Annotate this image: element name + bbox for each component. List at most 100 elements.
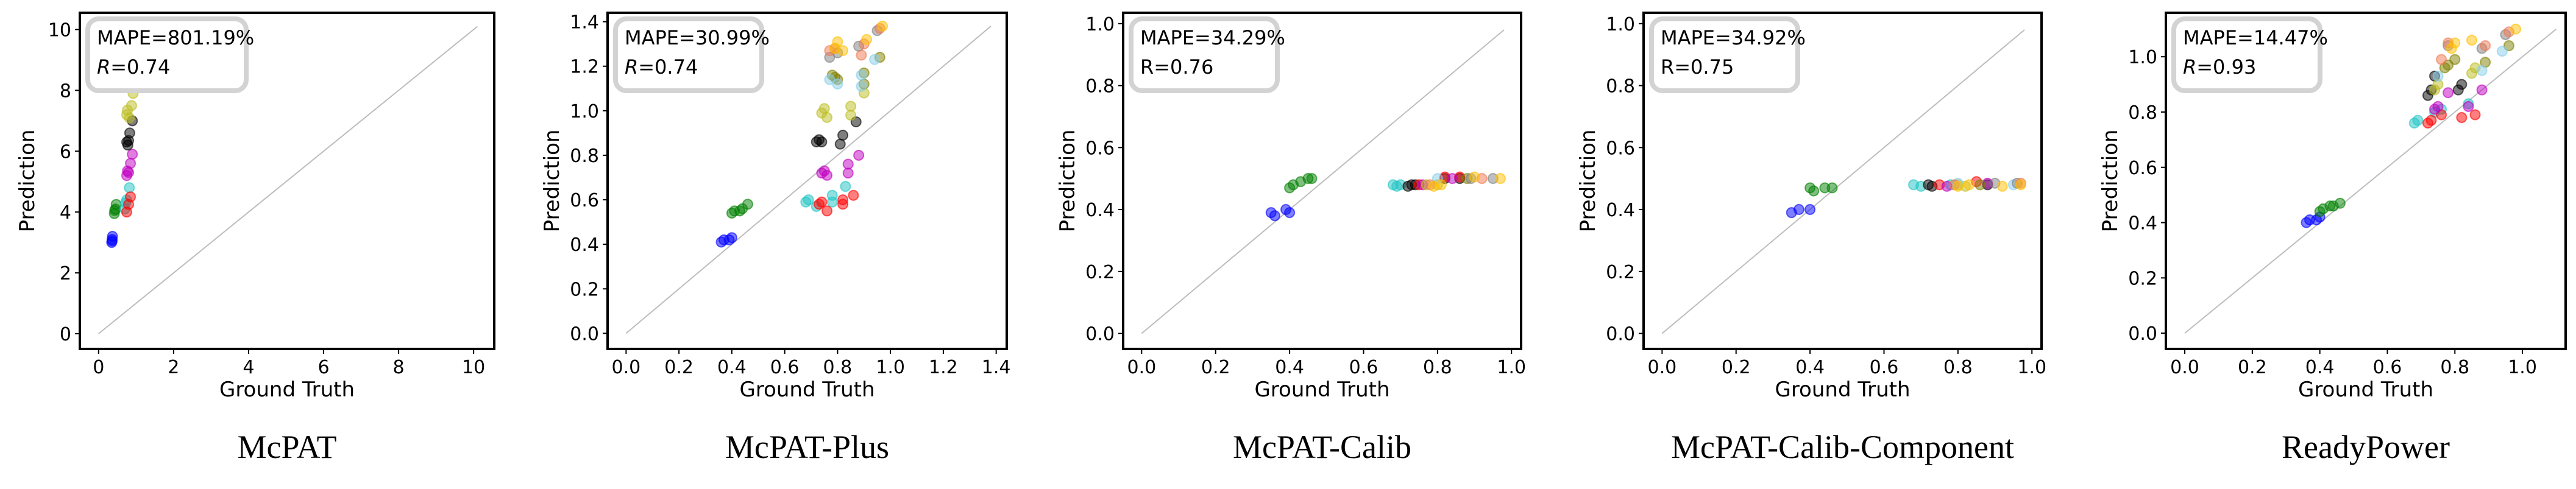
data-point (803, 194, 814, 206)
data-point (2510, 23, 2521, 35)
series-gold (2446, 23, 2521, 54)
series-red (121, 191, 137, 218)
data-point (2476, 65, 2488, 76)
data-point (1306, 173, 1318, 185)
y-tick-label: 0.6 (1085, 138, 1115, 159)
y-tick-label: 0.8 (2128, 102, 2157, 124)
data-point (1996, 180, 2008, 192)
x-tick-label: 0.8 (1943, 357, 1973, 378)
axes-frame (79, 12, 495, 350)
data-point (848, 189, 859, 201)
x-tick-label: 0.4 (2305, 357, 2335, 378)
data-point (837, 130, 849, 141)
x-tick-label: 2 (168, 357, 179, 378)
x-tick-label: 0.0 (1647, 357, 1677, 378)
x-tick-label: 0.4 (717, 357, 747, 378)
data-point (832, 78, 843, 90)
x-tick-label: 0.8 (2440, 357, 2469, 378)
data-point (861, 33, 873, 45)
identity-line (1141, 29, 1505, 334)
x-tick-label: 0.8 (1423, 357, 1452, 378)
series-blue (106, 231, 118, 248)
x-tick-label: 1.0 (2017, 357, 2046, 378)
data-point (877, 20, 889, 32)
x-tick-label: 0.2 (664, 357, 694, 378)
x-tick-label: 0.0 (612, 357, 641, 378)
data-point (124, 182, 135, 194)
subplot-title: McPAT-Calib (1233, 429, 1411, 465)
data-point (726, 232, 737, 244)
x-tick-label: 8 (393, 357, 405, 378)
axes-frame (1122, 12, 1522, 350)
subplot-title: McPAT-Plus (725, 429, 889, 465)
series-skyblue (2432, 46, 2508, 82)
r-value: =0.74 (638, 55, 698, 79)
data-point (1952, 180, 1964, 192)
r-value: =0.75 (1674, 55, 1734, 79)
data-point (1269, 210, 1280, 222)
x-tick-label: 0.4 (1795, 357, 1825, 378)
data-point (1826, 182, 1838, 194)
x-tick-label: 6 (318, 357, 329, 378)
r-value: =0.74 (110, 55, 170, 79)
y-tick-label: 0.0 (570, 323, 599, 345)
y-tick-label: 10 (48, 19, 71, 41)
r-value: =0.76 (1154, 55, 1213, 79)
data-point (2432, 100, 2444, 112)
series-cyan (800, 181, 851, 213)
data-point (2456, 112, 2468, 124)
data-point (1469, 171, 1480, 183)
x-axis-label: Ground Truth (219, 378, 355, 402)
data-point (2480, 40, 2491, 52)
data-point (840, 181, 851, 192)
data-point (1284, 207, 1296, 219)
r-value: =0.93 (2196, 55, 2256, 79)
series-gold (829, 20, 889, 57)
data-point (856, 49, 867, 61)
mape-label: MAPE=14.47% (2183, 26, 2328, 49)
y-tick-label: 0.8 (1085, 76, 1115, 97)
y-tick-label: 0 (60, 324, 71, 345)
x-tick-label: 0.0 (2170, 357, 2199, 378)
x-tick-label: 0.8 (823, 357, 853, 378)
x-tick-label: 1.0 (1497, 357, 1526, 378)
data-point (742, 199, 753, 210)
x-axis-label: Ground Truth (1775, 378, 1910, 402)
y-tick-label: 0.0 (1085, 324, 1115, 345)
series-magenta (121, 149, 138, 181)
data-point (124, 127, 135, 139)
x-tick-label: 0.4 (1275, 357, 1304, 378)
data-point (837, 199, 849, 210)
data-point (821, 111, 833, 123)
r-label: R=0.93 (2183, 55, 2256, 79)
x-tick-label: 0.2 (1722, 357, 1751, 378)
y-tick-label: 8 (60, 80, 71, 102)
subplot-readypower: 0.0 0.2 0.4 0.6 0.8 1.0 0.0 0.2 0.4 0.6 0.8 1.0 Grou… (2098, 12, 2567, 465)
axes-frame (2165, 12, 2567, 350)
data-point (869, 54, 881, 65)
subplot-mcpat-calib-component: 0.0 0.2 0.4 0.6 0.8 1.0 0.0 0.2 0.4 0.6 0.8 1.0 Grou… (1576, 12, 2046, 465)
data-point (2463, 100, 2474, 112)
mape-label: MAPE=801.19% (97, 26, 254, 49)
x-tick-label: 1.2 (929, 357, 958, 378)
x-tick-label: 0.6 (1870, 357, 1899, 378)
r-label: R=0.74 (97, 55, 170, 79)
x-axis-label: Ground Truth (2298, 378, 2433, 402)
x-tick-label: 0.2 (2238, 357, 2267, 378)
data-point (125, 191, 137, 203)
r-symbol: R (97, 55, 110, 79)
data-point (1975, 179, 1986, 191)
x-tick-label: 1.0 (876, 357, 905, 378)
y-tick-label: 1.0 (1606, 14, 1635, 35)
data-point (834, 138, 846, 150)
x-tick-label: 0 (93, 357, 104, 378)
series-green (726, 199, 753, 219)
y-axis-label: Prediction (1056, 130, 1080, 233)
y-tick-label: 0.2 (1085, 262, 1115, 283)
data-point (2334, 197, 2346, 209)
y-tick-label: 1.4 (570, 12, 599, 33)
subplot-mcpat-plus: 0.0 0.2 0.4 0.6 0.8 1.0 1.2 1.4 0.0 0.2 0.4 0.6 0.8 1… (540, 12, 1011, 465)
x-tick-label: 0.6 (2373, 357, 2402, 378)
y-tick-label: 1.2 (570, 57, 599, 78)
